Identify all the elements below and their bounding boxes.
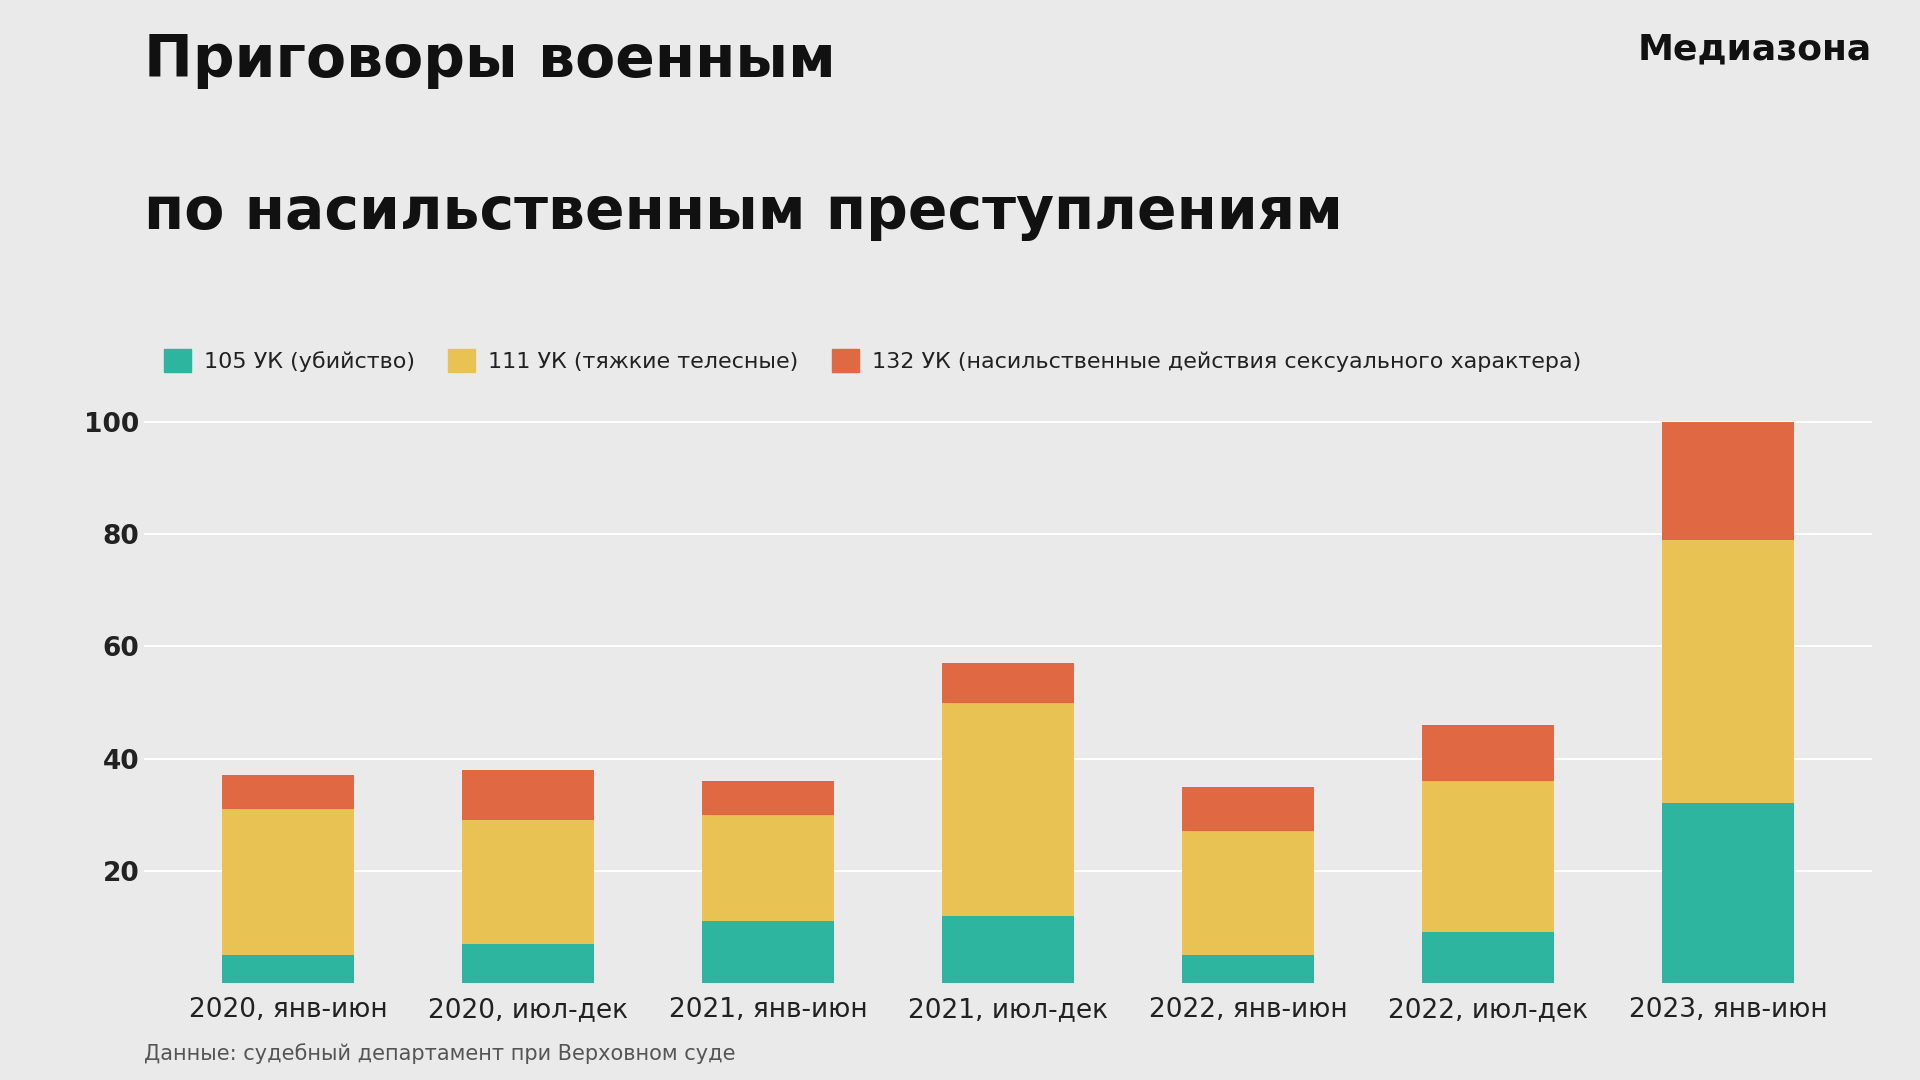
Bar (703, 921, 833, 983)
Bar (223, 809, 353, 955)
Bar (1183, 955, 1313, 983)
Text: по насильственным преступлениям: по насильственным преступлениям (144, 184, 1342, 241)
Bar (1663, 804, 1793, 983)
Bar (943, 702, 1073, 916)
Bar (1423, 932, 1553, 983)
Bar (463, 770, 593, 820)
Text: Приговоры военным: Приговоры военным (144, 32, 835, 90)
Bar (463, 820, 593, 944)
Text: Данные: судебный департамент при Верховном суде: Данные: судебный департамент при Верховн… (144, 1043, 735, 1064)
Bar (1183, 786, 1313, 832)
Bar (1663, 422, 1793, 540)
Bar (223, 775, 353, 809)
Bar (943, 916, 1073, 983)
Legend: 105 УК (убийство), 111 УК (тяжкие телесные), 132 УК (насильственные действия сек: 105 УК (убийство), 111 УК (тяжкие телесн… (156, 340, 1590, 381)
Bar (223, 955, 353, 983)
Bar (703, 781, 833, 814)
Bar (1423, 781, 1553, 932)
Bar (703, 814, 833, 921)
Bar (1183, 832, 1313, 955)
Bar (1423, 725, 1553, 781)
Bar (943, 663, 1073, 702)
Text: Медиазона: Медиазона (1638, 32, 1872, 66)
Bar (463, 944, 593, 983)
Bar (1663, 540, 1793, 804)
